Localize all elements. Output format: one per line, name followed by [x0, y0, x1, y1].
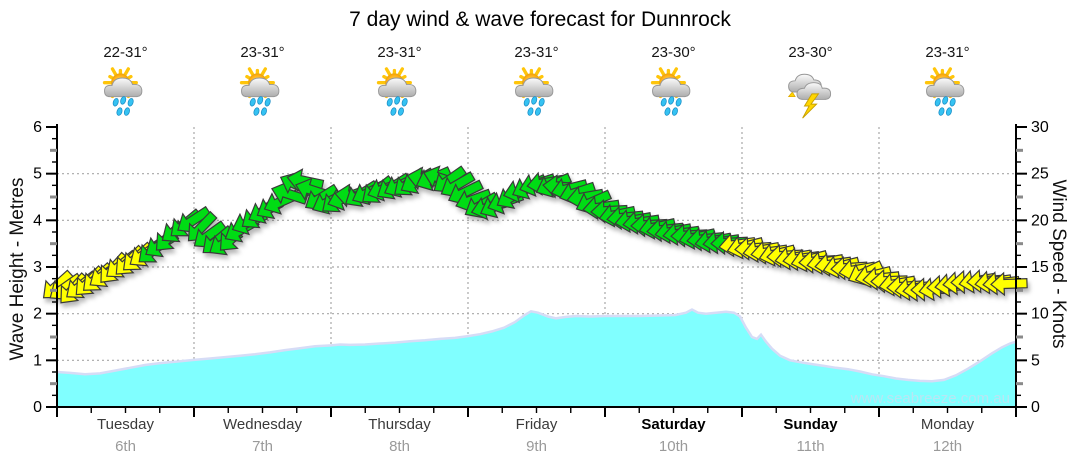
day-name: Thursday — [368, 416, 431, 433]
left-tick-label: 5 — [33, 166, 42, 183]
page-title: 7 day wind & wave forecast for Dunnrock — [349, 8, 731, 31]
left-tick-label: 0 — [33, 399, 42, 416]
wave-height-line — [56, 308, 1017, 383]
temperature-range: 23-30° — [788, 44, 833, 61]
wave-height-area — [57, 309, 1016, 407]
sun-cloud-rain-icon — [924, 67, 964, 116]
right-tick-label: 10 — [1031, 306, 1049, 323]
day-name: Monday — [920, 416, 975, 433]
storm-icon — [787, 73, 831, 119]
right-tick-label: 5 — [1031, 352, 1040, 369]
sun-cloud-rain-icon — [239, 67, 279, 116]
right-tick-label: 15 — [1031, 259, 1049, 276]
left-tick-label: 6 — [33, 119, 42, 136]
sun-cloud-rain-icon — [102, 67, 142, 116]
left-tick-label: 2 — [33, 306, 42, 323]
day-date: 12th — [932, 438, 963, 455]
axes: 0 1 2 3 4 5 6 0 5 10 15 20 25 30 — [33, 119, 1049, 417]
day-date: 6th — [115, 438, 136, 455]
day-date: 10th — [658, 438, 689, 455]
wind-arrows — [42, 165, 1028, 304]
left-tick-label: 1 — [33, 352, 42, 369]
day-name: Wednesday — [223, 416, 302, 433]
watermark: www.seabreeze.com.au — [850, 390, 1010, 407]
day-date: 9th — [526, 438, 547, 455]
sun-cloud-rain-icon — [376, 67, 416, 116]
right-tick-label: 25 — [1031, 166, 1049, 183]
left-tick-label: 3 — [33, 259, 42, 276]
day-date: 7th — [252, 438, 273, 455]
day-name: Sunday — [783, 416, 838, 433]
temperature-range: 23-31° — [925, 44, 970, 61]
left-tick-label: 4 — [33, 212, 42, 229]
day-name: Saturday — [641, 416, 706, 433]
day-date: 8th — [389, 438, 410, 455]
sun-cloud-rain-icon — [650, 67, 690, 116]
right-tick-label: 0 — [1031, 399, 1040, 416]
right-tick-label: 30 — [1031, 119, 1049, 136]
day-name: Tuesday — [97, 416, 154, 433]
sun-cloud-rain-icon — [513, 67, 553, 116]
day-date: 11th — [796, 438, 825, 455]
temperature-range: 23-31° — [240, 44, 285, 61]
temperature-range: 23-31° — [377, 44, 422, 61]
day-name: Friday — [515, 416, 558, 433]
temperature-range: 23-31° — [514, 44, 559, 61]
temperature-range: 23-30° — [651, 44, 696, 61]
right-tick-label: 20 — [1031, 212, 1049, 229]
temperature-range: 22-31° — [103, 44, 148, 61]
